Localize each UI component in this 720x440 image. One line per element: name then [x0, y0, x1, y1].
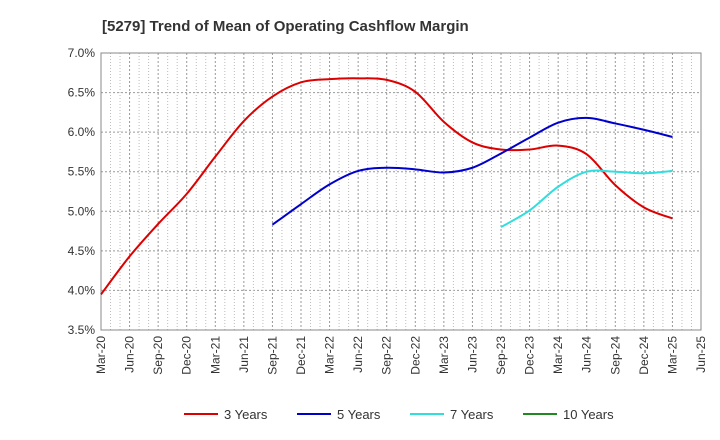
x-tick-label: Sep-20 — [151, 336, 165, 375]
series-line-3-years — [100, 77, 673, 295]
y-tick-label: 6.0% — [68, 125, 96, 139]
x-tick-label: Mar-22 — [323, 336, 337, 374]
y-tick-label: 7.0% — [68, 46, 96, 60]
legend-label: 3 Years — [224, 407, 268, 422]
y-tick-label: 4.5% — [68, 244, 96, 258]
legend: 3 Years 5 Years 7 Years 10 Years — [184, 407, 614, 422]
y-tick-label: 3.5% — [68, 323, 96, 337]
x-tick-label: Sep-24 — [608, 336, 622, 375]
x-tick-label: Jun-24 — [580, 336, 594, 373]
x-tick-label: Mar-21 — [208, 336, 222, 374]
x-axis-ticks: Mar-20 Jun-20 Sep-20 Dec-20 Mar-21 Jun-21 Sep-… — [94, 336, 708, 375]
plot-area — [100, 52, 702, 331]
series-lines — [100, 77, 673, 295]
x-tick-label: Mar-24 — [551, 336, 565, 374]
y-tick-label: 6.5% — [68, 86, 96, 100]
x-tick-label: Dec-20 — [180, 336, 194, 375]
x-tick-label: Dec-23 — [523, 336, 537, 375]
x-tick-label: Dec-21 — [294, 336, 308, 375]
x-tick-label: Dec-22 — [408, 336, 422, 375]
y-tick-label: 4.0% — [68, 283, 96, 297]
legend-label: 7 Years — [450, 407, 494, 422]
x-tick-label: Jun-21 — [237, 336, 251, 373]
y-axis-ticks: 3.5% 4.0% 4.5% 5.0% 5.5% 6.0% 6.5% 7.0% — [68, 46, 96, 337]
series-line-5-years — [271, 116, 673, 226]
x-tick-label: Jun-25 — [694, 336, 708, 373]
chart-title: [5279] Trend of Mean of Operating Cashfl… — [102, 18, 469, 35]
x-tick-label: Jun-22 — [351, 336, 365, 373]
grid — [100, 52, 702, 331]
series-line-7-years — [500, 169, 673, 228]
legend-label: 5 Years — [337, 407, 381, 422]
x-tick-label: Dec-24 — [637, 336, 651, 375]
x-tick-label: Mar-25 — [665, 336, 679, 374]
x-tick-label: Sep-22 — [380, 336, 394, 375]
y-tick-label: 5.0% — [68, 204, 96, 218]
x-tick-label: Sep-23 — [494, 336, 508, 375]
x-tick-label: Sep-21 — [265, 336, 279, 375]
x-tick-label: Jun-23 — [465, 336, 479, 373]
x-tick-label: Mar-20 — [94, 336, 108, 374]
x-tick-label: Jun-20 — [123, 336, 137, 373]
y-tick-label: 5.5% — [68, 165, 96, 179]
legend-label: 10 Years — [563, 407, 614, 422]
x-tick-label: Mar-23 — [437, 336, 451, 374]
